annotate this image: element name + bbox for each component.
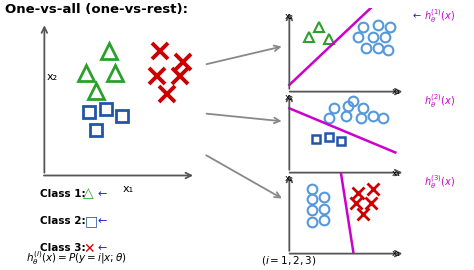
Text: ←: ← <box>97 216 107 226</box>
Text: One-vs-all (one-vs-rest):: One-vs-all (one-vs-rest): <box>5 3 188 16</box>
Text: $h_\theta^{(i)}(x) = P(y=i|x;\theta)$: $h_\theta^{(i)}(x) = P(y=i|x;\theta)$ <box>26 249 127 267</box>
Text: $h_\theta^{(1)}(x)$: $h_\theta^{(1)}(x)$ <box>424 7 456 25</box>
Text: x₁: x₁ <box>391 168 400 177</box>
Text: x₂: x₂ <box>284 93 293 102</box>
Text: △: △ <box>83 186 93 200</box>
Text: x₁: x₁ <box>391 87 400 96</box>
Text: $h_\theta^{(2)}(x)$: $h_\theta^{(2)}(x)$ <box>424 92 456 110</box>
Text: x₂: x₂ <box>284 12 293 21</box>
Text: x₂: x₂ <box>284 174 293 183</box>
Text: ✕: ✕ <box>83 242 95 256</box>
Text: ←: ← <box>412 11 420 21</box>
Text: x₁: x₁ <box>123 184 134 194</box>
Text: Class 2:: Class 2: <box>40 216 86 226</box>
Text: Class 1:: Class 1: <box>40 189 86 199</box>
Text: □: □ <box>84 215 98 229</box>
Text: ←: ← <box>97 189 107 199</box>
Text: x₂: x₂ <box>47 72 58 82</box>
Text: $h_\theta^{(3)}(x)$: $h_\theta^{(3)}(x)$ <box>424 173 456 191</box>
Text: ←: ← <box>97 243 107 253</box>
Text: x₁: x₁ <box>391 249 400 258</box>
Text: Class 3:: Class 3: <box>40 243 86 253</box>
Text: $(i=1,2,3)$: $(i=1,2,3)$ <box>261 254 316 267</box>
